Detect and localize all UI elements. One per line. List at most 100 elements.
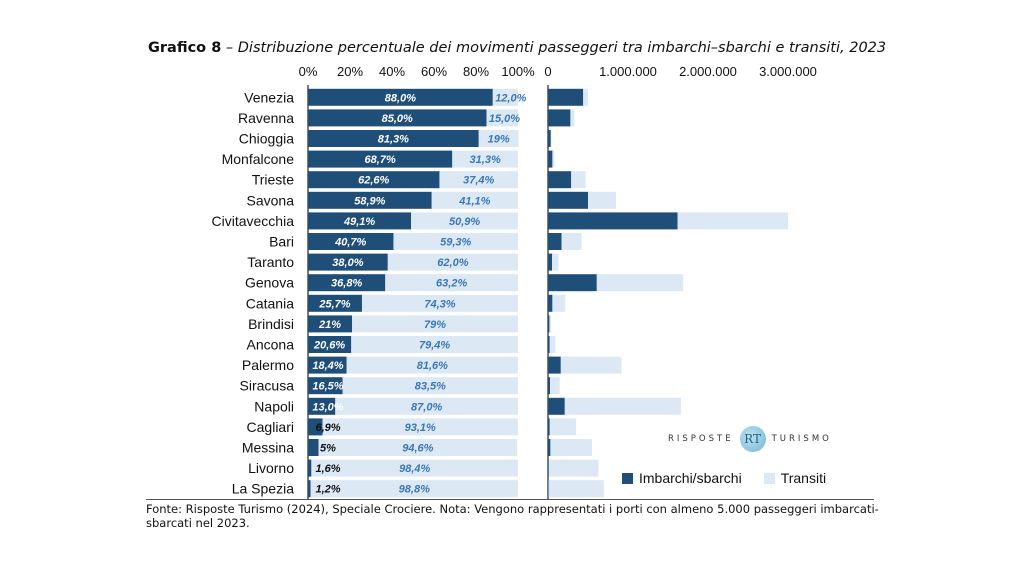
bar-transiti-pct-monfalcone	[452, 150, 518, 168]
legend-label-transiti: Transiti	[780, 470, 827, 486]
bar-imbarchi-abs-catania	[548, 294, 553, 312]
bar-transiti-pct-livorno	[311, 459, 518, 477]
bar-transiti-pct-genova	[385, 274, 518, 292]
bar-transiti-abs-ravenna	[570, 109, 575, 127]
bar-transiti-pct-trieste	[439, 171, 518, 189]
chart-title-text: – Distribuzione percentuale dei moviment…	[221, 40, 887, 56]
abs-axis-tick-label: 3.000.000	[759, 64, 817, 79]
data-label-imbarchi-catania: 25,7%	[318, 298, 350, 310]
bar-transiti-pct-palermo	[346, 356, 518, 374]
category-label-livorno: Livorno	[248, 460, 294, 476]
footnote: Fonte: Risposte Turismo (2024), Speciale…	[146, 502, 879, 530]
bar-imbarchi-pct-genova	[308, 274, 386, 292]
data-label-imbarchi-monfalcone: 68,7%	[365, 154, 396, 166]
bar-imbarchi-pct-catania	[308, 294, 362, 312]
bar-transiti-abs-brindisi	[549, 315, 552, 333]
data-label-imbarchi-civitavecchia: 49,1%	[343, 216, 375, 228]
bar-imbarchi-abs-la-spezia	[548, 480, 549, 498]
category-label-siracusa: Siracusa	[240, 378, 295, 394]
bar-transiti-abs-taranto	[552, 253, 559, 271]
data-label-imbarchi-cagliari: 6,9%	[315, 422, 340, 434]
category-label-cagliari: Cagliari	[247, 419, 294, 435]
data-label-transiti-ravenna: 15,0%	[489, 113, 520, 125]
category-label-chioggia: Chioggia	[239, 131, 294, 147]
bar-transiti-abs-cagliari	[549, 418, 577, 436]
data-label-transiti-venezia: 12,0%	[495, 92, 526, 104]
bar-transiti-pct-messina	[318, 439, 518, 456]
legend: Imbarchi/sbarchi Transiti	[622, 470, 848, 486]
category-label-savona: Savona	[247, 192, 295, 208]
bar-transiti-abs-trieste	[571, 171, 586, 189]
bar-transiti-pct-bari	[393, 233, 518, 250]
category-label-monfalcone: Monfalcone	[222, 151, 295, 167]
bar-imbarchi-abs-monfalcone	[548, 150, 553, 168]
data-label-imbarchi-ravenna: 85,0%	[382, 113, 413, 125]
abs-axis-tick-label: 2.000.000	[679, 64, 737, 79]
bar-transiti-abs-civitavecchia	[677, 212, 788, 230]
category-label-catania: Catania	[246, 295, 294, 311]
chart-title-number: Grafico 8	[148, 40, 222, 56]
bar-transiti-pct-brindisi	[352, 315, 518, 333]
data-label-transiti-siracusa: 83,5%	[415, 381, 446, 393]
bar-imbarchi-abs-livorno	[548, 459, 549, 477]
data-label-imbarchi-bari: 40,7%	[334, 237, 366, 249]
bar-transiti-pct-napoli	[335, 397, 518, 415]
bar-imbarchi-pct-trieste	[308, 171, 440, 189]
bar-transiti-abs-ancona	[549, 336, 556, 353]
bar-transiti-abs-palermo	[560, 356, 622, 374]
bar-imbarchi-pct-chioggia	[308, 130, 479, 147]
bar-transiti-abs-bari	[561, 233, 582, 250]
data-label-transiti-civitavecchia: 50,9%	[449, 216, 480, 228]
chart-area: Venezia Ravenna Chioggia Monfalcone Trieste S…	[212, 64, 817, 500]
abs-axis-tick-label: 1.000.000	[599, 64, 657, 79]
bar-transiti-abs-messina	[550, 439, 592, 456]
category-label-taranto: Taranto	[247, 254, 294, 270]
bar-transiti-pct-civitavecchia	[411, 212, 518, 230]
data-label-imbarchi-siracusa: 16,5%	[312, 381, 343, 393]
data-label-transiti-brindisi: 79%	[424, 319, 446, 331]
bar-transiti-pct-la-spezia	[310, 480, 518, 498]
bar-transiti-pct-venezia	[492, 88, 518, 106]
data-label-imbarchi-taranto: 38,0%	[332, 257, 363, 269]
bar-imbarchi-abs-brindisi	[548, 315, 550, 333]
legend-swatch-transiti	[763, 472, 775, 484]
pct-axis-tick-label: 0%	[299, 64, 318, 79]
bar-transiti-abs-livorno	[548, 459, 599, 477]
bar-imbarchi-pct-ravenna	[308, 109, 487, 127]
bar-imbarchi-abs-palermo	[548, 356, 561, 374]
pct-axis-tick-label: 40%	[379, 64, 405, 79]
bar-imbarchi-pct-siracusa	[308, 377, 343, 395]
bar-imbarchi-pct-palermo	[308, 356, 347, 374]
bar-transiti-abs-monfalcone	[552, 150, 555, 168]
bar-transiti-pct-savona	[431, 191, 518, 209]
data-label-transiti-ancona: 79,4%	[419, 340, 450, 352]
legend-swatch-imbarchi	[622, 472, 633, 484]
data-label-imbarchi-livorno: 1,6%	[315, 463, 340, 475]
data-label-imbarchi-la-spezia: 1,2%	[315, 484, 340, 496]
pct-axis-tick-label: 20%	[337, 64, 363, 79]
data-label-imbarchi-brindisi: 21%	[318, 319, 341, 331]
bar-imbarchi-abs-civitavecchia	[548, 212, 678, 230]
legend-label-imbarchi: Imbarchi/sbarchi	[639, 470, 742, 486]
divider-line	[146, 499, 874, 500]
bar-imbarchi-pct-venezia	[308, 88, 493, 106]
brand-logo-icon: RT	[739, 426, 766, 452]
bar-imbarchi-abs-cagliari	[548, 418, 550, 436]
bar-transiti-pct-cagliari	[322, 418, 518, 436]
bar-imbarchi-abs-siracusa	[548, 377, 550, 395]
pct-axis-tick-label: 100%	[501, 64, 535, 79]
bar-imbarchi-pct-messina	[308, 439, 319, 456]
data-label-imbarchi-genova: 36,8%	[331, 278, 362, 290]
pct-axis-tick-label: 60%	[421, 64, 447, 79]
bar-imbarchi-pct-brindisi	[308, 315, 353, 333]
bar-imbarchi-pct-civitavecchia	[308, 212, 412, 230]
bar-imbarchi-abs-taranto	[548, 253, 552, 271]
bar-transiti-pct-ancona	[351, 336, 518, 353]
data-label-imbarchi-venezia: 88,0%	[385, 92, 416, 104]
category-label-genova: Genova	[245, 275, 294, 291]
bar-imbarchi-pct-la-spezia	[308, 480, 311, 498]
bar-imbarchi-abs-napoli	[548, 397, 565, 415]
bar-transiti-pct-catania	[361, 294, 518, 312]
data-label-imbarchi-savona: 58,9%	[354, 195, 385, 207]
bar-imbarchi-pct-taranto	[308, 253, 388, 271]
